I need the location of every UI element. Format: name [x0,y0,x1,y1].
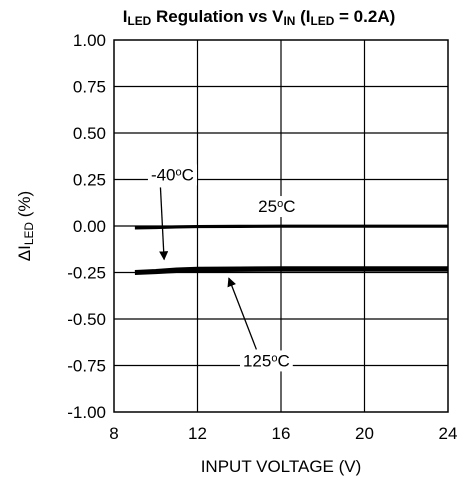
annotation-label-ann-125: 125oC [243,351,290,370]
annotation-bg-ann-minus40 [147,164,197,186]
annotation-label-ann-minus40: -40oC [151,165,194,184]
series-line-0 [134,224,448,230]
x-axis-label: INPUT VOLTAGE (V) [201,457,362,476]
chart-title: ILED Regulation vs VIN (ILED = 0.2A) [123,7,396,28]
series-lines [134,224,448,276]
y-axis-label: ΔILED (%) [15,191,36,261]
x-tick-label: 16 [272,424,291,443]
series-line-2 [134,268,448,276]
y-tick-label: 0.25 [73,171,106,190]
annotation-bg-ann-125 [239,350,293,372]
x-tick-label: 8 [109,424,118,443]
y-tick-label: 0.00 [73,217,106,236]
y-tick-label: 1.00 [73,31,106,50]
x-tick-label: 12 [188,424,207,443]
annotation-label-ann-25: 25oC [258,197,295,216]
y-tick-label: -0.25 [67,264,106,283]
tick-labels: 1.00 0.75 0.50 0.25 0.00 -0.25 -0.50 -0.75 -1.00… [67,31,457,443]
x-tick-label: 20 [355,424,374,443]
y-tick-label: 0.75 [73,78,106,97]
plot-frame [113,39,449,413]
y-tick-label: -0.75 [67,357,106,376]
annotation-arrow-ann-minus40 [159,187,169,261]
annotation-bg-ann-25 [255,196,299,218]
x-tick-label: 24 [439,424,458,443]
annotation-arrow-ann-125 [227,277,257,350]
y-tick-label: -1.00 [67,403,106,422]
y-tick-label: -0.50 [67,310,106,329]
y-tick-label: 0.50 [73,124,106,143]
annotations: -40oC 25oC 125oC [147,164,299,372]
series-line-1 [134,266,448,274]
